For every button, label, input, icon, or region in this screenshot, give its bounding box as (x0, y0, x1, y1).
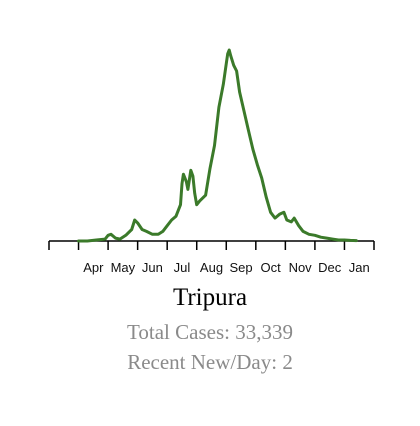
total-cases-label: Total Cases: (127, 320, 230, 344)
region-title: Tripura (172, 284, 248, 311)
x-axis-tick-labels: Apr May Jun Jul Aug Sep Oct Nov Dec Jan (83, 260, 370, 275)
x-tick-label: Nov (289, 260, 313, 275)
recent-new-per-day-value: 2 (282, 350, 293, 374)
recent-new-per-day-label: Recent New/Day: (127, 350, 278, 374)
chart: Apr May Jun Jul Aug Sep Oct Nov Dec Jan (48, 48, 375, 275)
x-tick-label: Apr (83, 260, 104, 275)
x-tick-label: Jan (349, 260, 370, 275)
total-cases-value: 33,339 (235, 320, 293, 344)
x-tick-label: Aug (200, 260, 223, 275)
x-tick-label: Jun (142, 260, 163, 275)
recent-new-per-day: Recent New/Day: 2 (0, 350, 420, 375)
x-tick-label: Oct (260, 260, 281, 275)
x-tick-label: May (111, 260, 136, 275)
total-cases: Total Cases: 33,339 (0, 320, 420, 345)
x-tick-label: Sep (229, 260, 252, 275)
x-tick-label: Dec (318, 260, 342, 275)
x-tick-label: Jul (174, 260, 191, 275)
x-axis-ticks (48, 241, 375, 250)
series-line (77, 48, 358, 243)
